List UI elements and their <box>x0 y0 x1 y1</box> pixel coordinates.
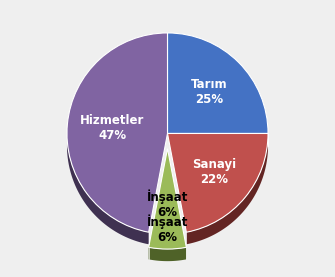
Wedge shape <box>168 33 268 134</box>
Polygon shape <box>149 247 186 261</box>
Text: İnşaat
6%: İnşaat 6% <box>147 214 188 244</box>
Wedge shape <box>149 148 186 249</box>
Wedge shape <box>67 33 168 232</box>
Text: Tarım
25%: Tarım 25% <box>190 78 227 106</box>
Polygon shape <box>67 132 149 244</box>
Text: Sanayi
22%: Sanayi 22% <box>192 158 236 186</box>
Text: İnşaat
6%: İnşaat 6% <box>147 189 188 219</box>
Wedge shape <box>168 134 268 232</box>
Polygon shape <box>186 134 268 244</box>
Text: Hizmetler
47%: Hizmetler 47% <box>80 114 145 142</box>
